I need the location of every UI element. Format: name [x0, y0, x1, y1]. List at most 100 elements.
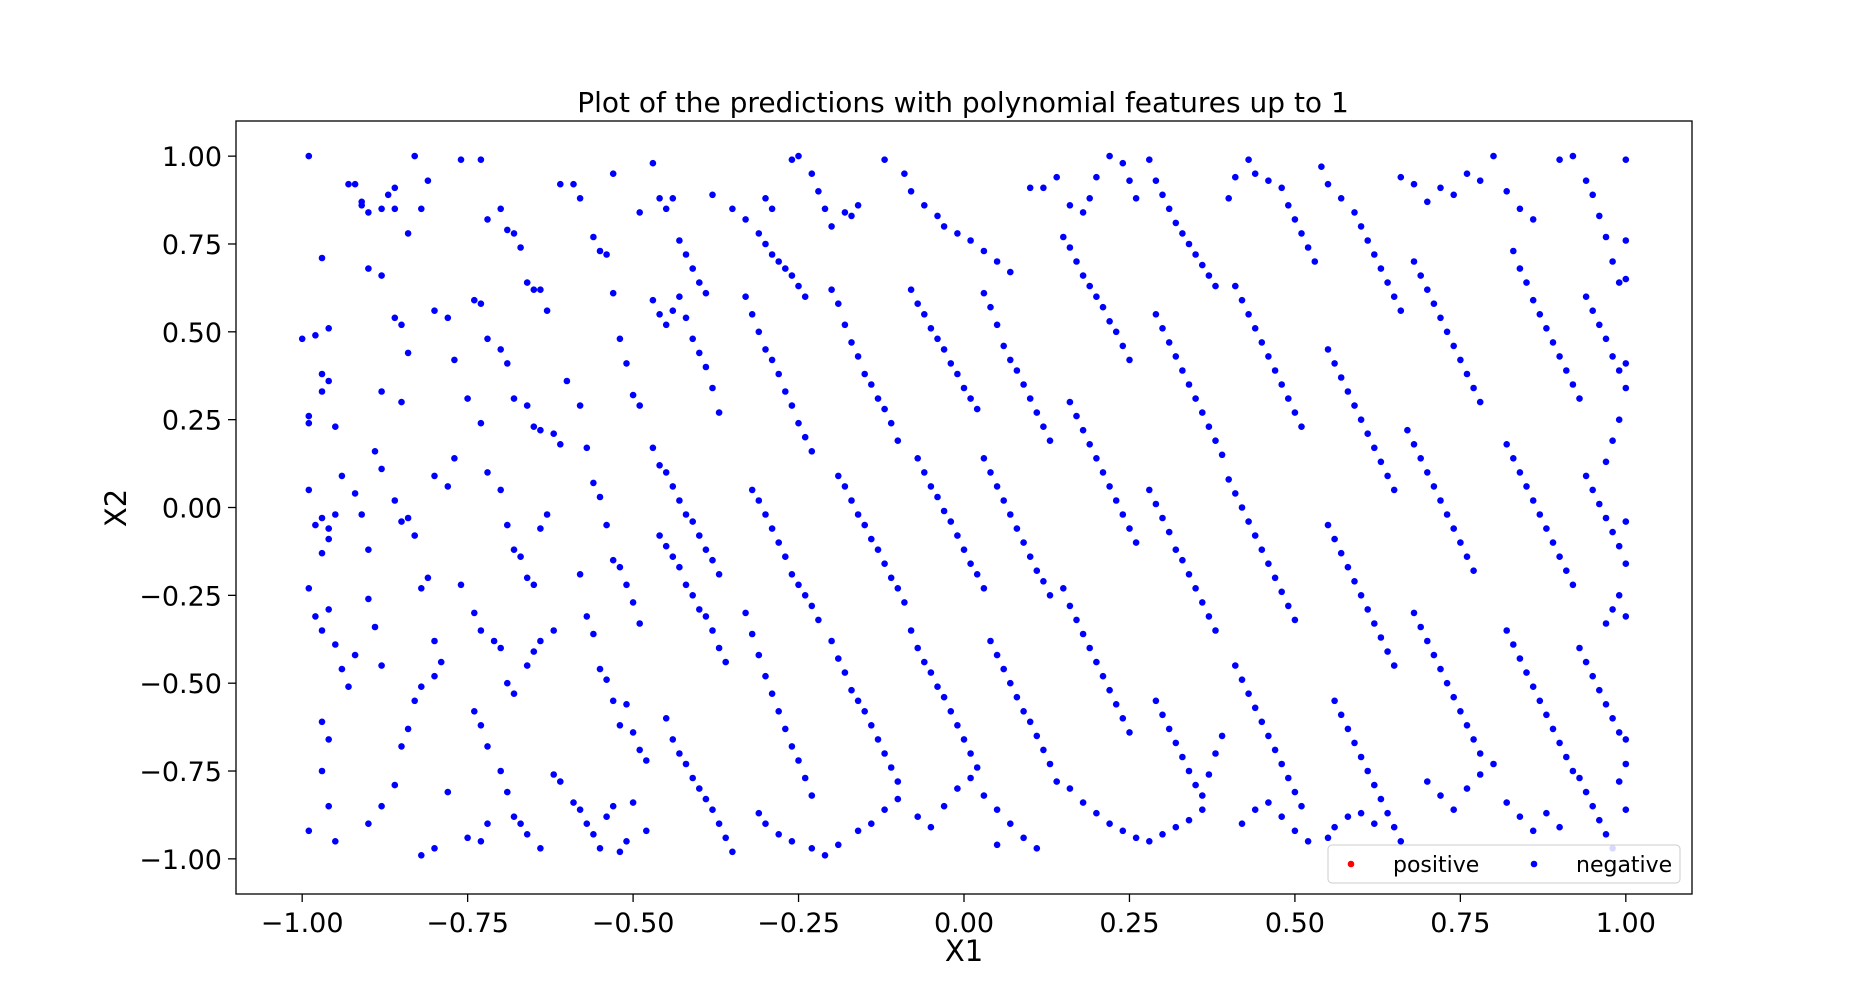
data-point-negative — [927, 325, 935, 332]
data-point-negative — [590, 831, 597, 838]
data-point-negative — [1457, 356, 1464, 364]
data-point-negative — [1152, 177, 1160, 184]
data-point-negative — [504, 679, 511, 687]
data-point-negative — [993, 483, 1001, 490]
data-point-negative — [662, 205, 670, 213]
data-point-negative — [689, 592, 696, 599]
data-point-negative — [656, 462, 663, 469]
data-point-negative — [1615, 416, 1623, 424]
data-point-negative — [530, 286, 538, 294]
data-point-negative — [1622, 518, 1630, 525]
data-point-negative — [1020, 708, 1027, 715]
data-point-negative — [1212, 437, 1219, 445]
data-point-negative — [411, 532, 419, 539]
data-point-negative — [927, 669, 935, 676]
data-point-negative — [696, 606, 703, 613]
data-point-negative — [537, 286, 544, 294]
data-point-negative — [649, 159, 657, 167]
data-point-negative — [1205, 272, 1213, 279]
data-point-negative — [1609, 606, 1616, 613]
data-point-negative — [854, 511, 862, 518]
data-point-negative — [1285, 395, 1292, 402]
data-point-negative — [874, 546, 882, 553]
data-point-negative — [365, 265, 372, 272]
data-point-negative — [689, 518, 696, 525]
data-point-negative — [351, 180, 359, 188]
y-tick-label: 1.00 — [162, 142, 222, 173]
data-point-negative — [332, 838, 339, 845]
data-point-negative — [1596, 686, 1603, 694]
data-point-negative — [1609, 528, 1616, 536]
data-point-negative — [689, 774, 696, 782]
data-point-negative — [696, 279, 703, 286]
data-point-negative — [550, 627, 557, 634]
data-point-negative — [894, 795, 902, 803]
data-point-negative — [1622, 613, 1630, 620]
data-point-negative — [821, 205, 829, 213]
data-point-negative — [967, 395, 974, 402]
data-point-negative — [510, 813, 518, 820]
data-point-negative — [1410, 441, 1418, 448]
data-point-negative — [1609, 258, 1616, 265]
data-point-negative — [1053, 173, 1060, 181]
data-point-negative — [629, 729, 637, 736]
data-point-negative — [1417, 623, 1424, 631]
data-point-negative — [1265, 732, 1272, 740]
data-point-negative — [1463, 722, 1471, 729]
data-point-negative — [1424, 469, 1431, 476]
data-point-negative — [603, 251, 610, 258]
data-point-negative — [1132, 195, 1140, 202]
data-point-negative — [921, 202, 928, 209]
data-point-negative — [378, 272, 385, 279]
data-point-negative — [1112, 328, 1120, 336]
data-point-negative — [788, 838, 796, 845]
data-point-negative — [748, 486, 756, 494]
data-point-negative — [1337, 711, 1345, 719]
data-point-negative — [973, 764, 981, 771]
data-point-negative — [960, 546, 968, 553]
data-point-negative — [318, 767, 326, 775]
data-point-negative — [365, 209, 372, 216]
data-point-negative — [596, 493, 604, 501]
data-point-negative — [788, 571, 796, 578]
data-point-negative — [887, 419, 895, 427]
data-point-negative — [318, 370, 326, 378]
data-point-negative — [835, 300, 842, 308]
data-point-negative — [1523, 483, 1530, 490]
data-point-negative — [1337, 374, 1345, 381]
data-point-negative — [1344, 563, 1352, 571]
data-point-negative — [557, 441, 564, 448]
data-point-negative — [967, 560, 974, 567]
data-point-negative — [1390, 662, 1398, 669]
data-point-negative — [656, 532, 663, 539]
x-tick-label: 1.00 — [1596, 908, 1656, 939]
data-point-negative — [973, 571, 981, 578]
data-point-negative — [1516, 469, 1524, 476]
data-point-negative — [590, 479, 597, 487]
data-point-negative — [1106, 686, 1113, 694]
data-point-negative — [1470, 736, 1477, 743]
data-point-negative — [484, 216, 491, 223]
data-point-negative — [623, 838, 630, 845]
data-point-negative — [391, 184, 399, 192]
data-point-negative — [1112, 701, 1120, 708]
data-point-negative — [1079, 272, 1087, 279]
data-point-negative — [1351, 209, 1358, 216]
data-point-negative — [1159, 711, 1166, 719]
data-point-negative — [332, 641, 339, 648]
data-point-negative — [689, 265, 696, 272]
data-point-negative — [854, 353, 862, 360]
data-point-negative — [318, 388, 326, 395]
data-point-negative — [709, 627, 716, 634]
data-point-negative — [1351, 578, 1358, 585]
data-point-negative — [1569, 581, 1577, 589]
data-point-negative — [1463, 785, 1471, 792]
data-point-negative — [1357, 223, 1365, 230]
data-point-negative — [1351, 739, 1358, 747]
data-point-negative — [504, 226, 511, 234]
data-point-negative — [861, 370, 868, 378]
y-tick-label: −0.75 — [139, 757, 222, 788]
data-point-negative — [848, 497, 855, 504]
data-point-negative — [894, 585, 902, 592]
data-point-negative — [1020, 834, 1027, 842]
